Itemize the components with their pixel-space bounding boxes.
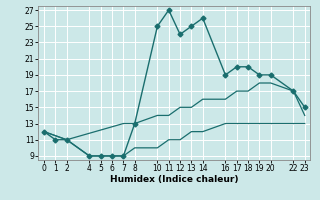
X-axis label: Humidex (Indice chaleur): Humidex (Indice chaleur)	[110, 175, 239, 184]
